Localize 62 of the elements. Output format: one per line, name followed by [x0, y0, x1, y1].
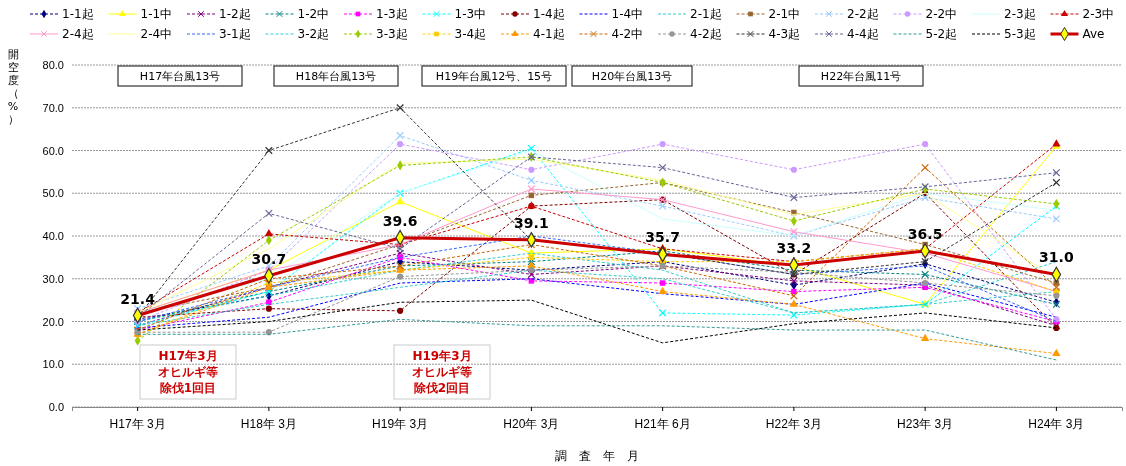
legend-label: 2-2中: [925, 7, 958, 21]
data-label: 31.0: [1039, 249, 1074, 266]
annotation: H18年台風13号: [295, 70, 377, 83]
y-tick-label: 10.0: [42, 358, 64, 371]
legend-label: 3-2起: [297, 27, 330, 41]
legend-label: 1-4起: [533, 7, 565, 21]
y-tick-label: 0.0: [48, 401, 64, 414]
legend-label: 1-2中: [297, 7, 330, 21]
y-tick-label: 40.0: [42, 230, 64, 243]
annotation: H17年台風13号: [139, 70, 221, 83]
legend-label: Ave: [1082, 27, 1105, 41]
data-label: 33.2: [776, 240, 812, 257]
legend-label: 1-3中: [454, 7, 487, 21]
legend-label: 2-3中: [1082, 7, 1115, 21]
annotation: H20年台風13号: [591, 70, 673, 83]
legend-label: 4-1起: [533, 27, 565, 41]
legend-label: 2-2起: [847, 7, 879, 21]
legend-label: 2-4起: [62, 27, 94, 41]
y-tick-label: 20.0: [42, 315, 64, 328]
y-axis-title: 開空度（%）: [7, 48, 19, 126]
legend-label: 3-3起: [376, 27, 408, 41]
legend-label: 3-4起: [454, 27, 487, 41]
legend-label: 1-3起: [376, 7, 408, 21]
legend-label: 1-1起: [62, 7, 94, 21]
x-tick-label: H17年 3月: [109, 416, 166, 431]
legend-label: 5-3起: [1004, 27, 1036, 41]
y-tick-label: 80.0: [42, 59, 64, 72]
y-tick-label: 60.0: [42, 144, 64, 157]
y-tick-label: 50.0: [42, 187, 64, 200]
x-axis-title: 調 査 年 月: [555, 449, 639, 463]
legend-label: 2-4中: [140, 27, 173, 41]
legend-label: 4-2起: [690, 27, 722, 41]
data-label: 35.7: [645, 229, 680, 246]
data-label: 39.1: [514, 214, 549, 231]
y-tick-label: 30.0: [42, 272, 64, 285]
annotation: H17年3月オヒルギ等除伐1回目: [158, 349, 218, 395]
annotation: H22年台風11号: [820, 70, 902, 83]
x-tick-label: H19年 3月: [372, 416, 429, 431]
x-tick-label: H20年 3月: [503, 416, 560, 431]
x-tick-label: H23年 3月: [897, 416, 954, 431]
legend-label: 4-4起: [847, 27, 879, 41]
annotation: H19年3月オヒルギ等除伐2回目: [412, 349, 472, 395]
data-label: 36.5: [907, 225, 943, 242]
legend-label: 1-1中: [140, 7, 173, 21]
legend-label: 1-2起: [219, 7, 251, 21]
x-tick-label: H24年 3月: [1028, 416, 1085, 431]
legend-label: 1-4中: [611, 7, 644, 21]
x-tick-label: H22年 3月: [765, 416, 822, 431]
data-label: 21.4: [120, 290, 156, 307]
legend-label: 4-3起: [768, 27, 801, 41]
legend-label: 2-1起: [690, 7, 722, 21]
legend-label: 2-1中: [768, 7, 801, 21]
y-tick-label: 70.0: [42, 101, 64, 114]
legend-label: 5-2起: [925, 27, 958, 41]
x-tick-label: H21年 6月: [634, 416, 691, 431]
legend-label: 2-3起: [1004, 7, 1036, 21]
annotation: H19年台風12号、15号: [435, 70, 553, 83]
data-label: 30.7: [251, 250, 287, 267]
legend-label: 4-2中: [611, 27, 644, 41]
x-tick-label: H18年 3月: [240, 416, 297, 431]
legend-label: 3-1起: [219, 27, 251, 41]
data-label: 39.6: [382, 212, 418, 229]
